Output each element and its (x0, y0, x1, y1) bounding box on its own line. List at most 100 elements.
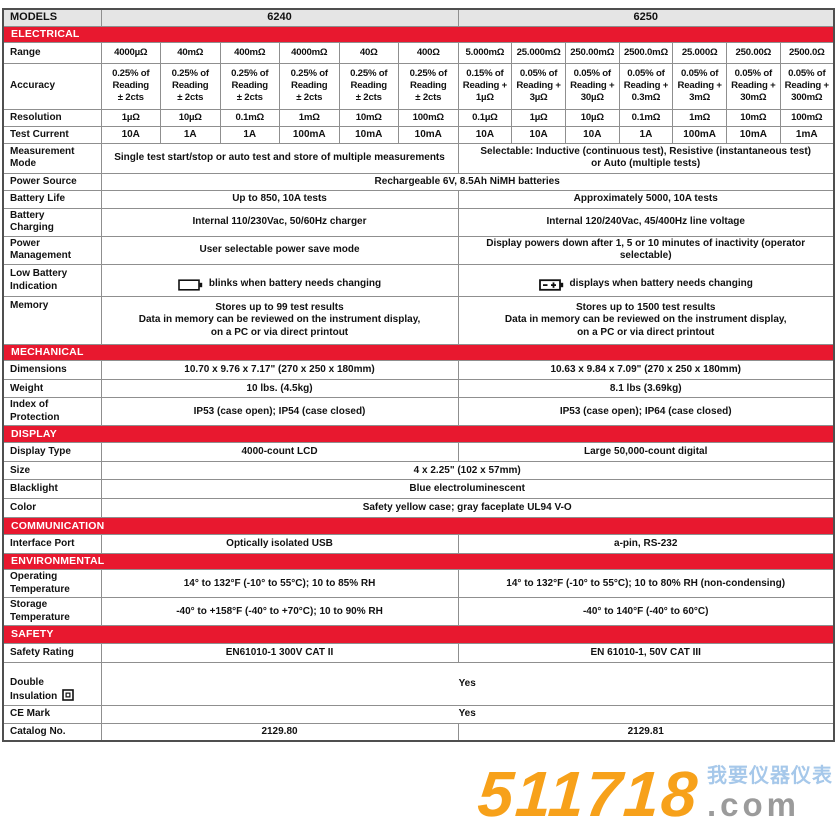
accuracy-6240-cell: 0.25% of Reading ± 2cts (398, 62, 459, 110)
index-protection-6250: IP53 (case open); IP64 (case closed) (457, 397, 835, 427)
range-6250-cell: 2500.0Ω (779, 41, 835, 64)
power-management-6250: Display powers down after 1, 5 or 10 min… (457, 235, 835, 265)
storage-temp-6250: -40° to 140°F (-40° to 60°C) (457, 597, 835, 627)
test-current-6240-cell: 1A (219, 125, 280, 144)
resolution-6240-cell: 10µΩ (160, 108, 221, 127)
test-current-6240-cell: 100mA (279, 125, 340, 144)
row-storage-temp: Storage Temperature -40° to +158°F (-40°… (2, 597, 835, 627)
double-insulation-icon (62, 689, 75, 702)
accuracy-6250-cell: 0.05% of Reading + 3mΩ (672, 62, 727, 110)
index-protection-6240: IP53 (case open); IP54 (case closed) (100, 397, 459, 427)
measurement-mode-6250: Selectable: Inductive (continuous test),… (457, 142, 835, 174)
range-6240-cell: 40Ω (338, 41, 399, 64)
test-current-6240-cell: 10mA (338, 125, 399, 144)
battery-charging-6250: Internal 120/240Vac, 45/400Hz line volta… (457, 207, 835, 237)
size-value: 4 x 2.25" (102 x 57mm) (100, 461, 835, 481)
range-6240-cell: 40mΩ (160, 41, 221, 64)
operating-temp-6250: 14° to 132°F (-10° to 55°C); 10 to 80% R… (457, 569, 835, 599)
storage-temp-label: Storage Temperature (2, 597, 102, 627)
accuracy-6250-cell: 0.05% of Reading + 3µΩ (511, 62, 566, 110)
display-type-label: Display Type (2, 442, 102, 463)
resolution-6250-cell: 1mΩ (672, 108, 727, 127)
memory-6240: Stores up to 99 test results Data in mem… (100, 296, 459, 346)
test-current-6250-cell: 10A (564, 125, 620, 144)
display-type-6250: Large 50,000-count digital (457, 442, 835, 463)
ce-mark-label: CE Mark (2, 704, 102, 724)
resolution-6240-cell: 1µΩ (100, 108, 161, 127)
row-safety-rating: Safety Rating EN61010-1 300V CAT II EN 6… (2, 643, 835, 664)
row-size: Size 4 x 2.25" (102 x 57mm) (2, 461, 835, 481)
resolution-6240-cell: 10mΩ (338, 108, 399, 127)
range-6240-cell: 400Ω (398, 41, 459, 64)
test-current-6250-cell: 10A (457, 125, 513, 144)
row-dimensions: Dimensions 10.70 x 9.76 x 7.17" (270 x 2… (2, 360, 835, 381)
weight-label: Weight (2, 379, 102, 399)
section-row: ENVIRONMENTAL (2, 553, 835, 571)
size-label: Size (2, 461, 102, 481)
operating-temp-6240: 14° to 132°F (-10° to 55°C); 10 to 85% R… (100, 569, 459, 599)
section-row: SAFETY (2, 625, 835, 645)
row-accuracy: Accuracy 0.25% of Reading ± 2cts 0.25% o… (2, 62, 835, 110)
dimensions-label: Dimensions (2, 360, 102, 381)
range-6250-cell: 250.00Ω (725, 41, 781, 64)
range-6250-cell: 2500.0mΩ (618, 41, 674, 64)
models-header-row: MODELS 6240 6250 (2, 8, 835, 27)
range-6250-cell: 5.000mΩ (457, 41, 513, 64)
model-6250-header: 6250 (457, 8, 835, 27)
row-interface-port: Interface Port Optically isolated USB a-… (2, 534, 835, 555)
resolution-6240-cell: 100mΩ (398, 108, 459, 127)
row-index-protection: Index of Protection IP53 (case open); IP… (2, 397, 835, 427)
measurement-mode-6240: Single test start/stop or auto test and … (100, 142, 459, 174)
test-current-6250-cell: 1mA (779, 125, 835, 144)
test-current-6250-cell: 10A (511, 125, 566, 144)
interface-port-6240: Optically isolated USB (100, 534, 459, 555)
watermark-number: 511718 (475, 757, 702, 830)
test-current-6250-cell: 1A (618, 125, 674, 144)
color-value: Safety yellow case; gray faceplate UL94 … (100, 498, 835, 519)
battery-empty-icon (178, 279, 203, 291)
power-management-6240: User selectable power save mode (100, 235, 459, 265)
row-low-battery: Low Battery Indication blinks when batte… (2, 263, 835, 298)
battery-life-6250: Approximately 5000, 10A tests (457, 189, 835, 209)
battery-low-icon (538, 278, 563, 291)
watermark-logo: 511718 我要仪器仪表 .com (475, 757, 833, 830)
resolution-6250-cell: 100mΩ (779, 108, 835, 127)
operating-temp-label: Operating Temperature (2, 569, 102, 599)
section-mechanical: MECHANICAL (2, 344, 835, 362)
range-label: Range (2, 41, 102, 64)
range-6240-cell: 400mΩ (219, 41, 280, 64)
row-blacklight: Blacklight Blue electroluminescent (2, 479, 835, 500)
resolution-6250-cell: 0.1mΩ (618, 108, 674, 127)
range-6240-cell: 4000mΩ (279, 41, 340, 64)
index-protection-label: Index of Protection (2, 397, 102, 427)
row-power-source: Power Source Rechargeable 6V, 8.5Ah NiMH… (2, 172, 835, 191)
watermark-domain-suffix: .com (707, 785, 801, 823)
power-management-label: Power Management (2, 235, 102, 265)
row-test-current: Test Current 10A 1A 1A 100mA 10mA 10mA 1… (2, 125, 835, 144)
models-label: MODELS (2, 8, 102, 27)
weight-6250: 8.1 lbs (3.69kg) (457, 379, 835, 399)
section-row: MECHANICAL (2, 344, 835, 362)
range-6250-cell: 25.000Ω (672, 41, 727, 64)
accuracy-6240-cell: 0.25% of Reading ± 2cts (219, 62, 280, 110)
resolution-label: Resolution (2, 108, 102, 127)
section-safety: SAFETY (2, 625, 835, 645)
resolution-6250-cell: 10mΩ (725, 108, 781, 127)
double-insulation-value: Yes (100, 662, 835, 706)
resolution-6240-cell: 0.1mΩ (219, 108, 280, 127)
battery-life-label: Battery Life (2, 189, 102, 209)
weight-6240: 10 lbs. (4.5kg) (100, 379, 459, 399)
power-source-value: Rechargeable 6V, 8.5Ah NiMH batteries (100, 172, 835, 191)
section-communication: COMMUNICATION (2, 517, 835, 536)
catalog-no-6250: 2129.81 (457, 722, 835, 742)
resolution-6250-cell: 1µΩ (511, 108, 566, 127)
accuracy-6250-cell: 0.05% of Reading + 30µΩ (564, 62, 620, 110)
section-row: COMMUNICATION (2, 517, 835, 536)
row-display-type: Display Type 4000-count LCD Large 50,000… (2, 442, 835, 463)
low-battery-6250-text: displays when battery needs changing (569, 278, 753, 290)
row-catalog-no: Catalog No. 2129.80 2129.81 (2, 722, 835, 742)
resolution-6240-cell: 1mΩ (279, 108, 340, 127)
watermark-right-block: 我要仪器仪表 .com (707, 766, 833, 823)
resolution-6250-cell: 0.1µΩ (457, 108, 513, 127)
accuracy-6250-cell: 0.05% of Reading + 300mΩ (779, 62, 835, 110)
